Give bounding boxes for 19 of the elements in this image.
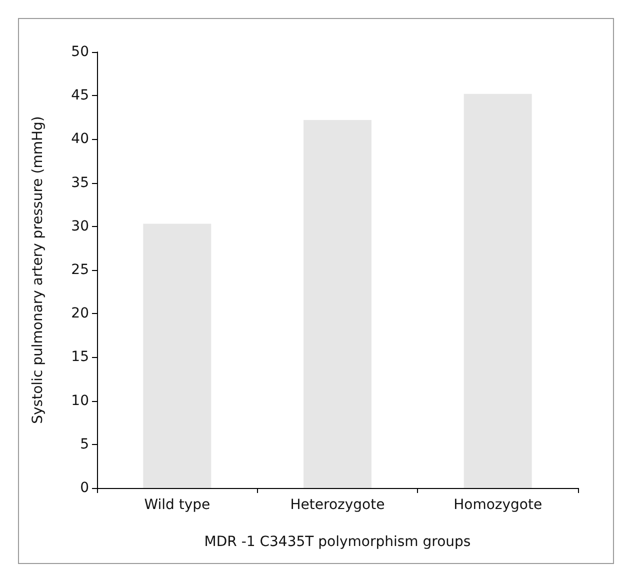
y-tick-label: 5 [80,436,89,452]
y-axis-title: Systolic pulmonary artery pressure (mmHg) [30,116,46,424]
bar [464,94,532,488]
y-tick-label: 40 [71,131,89,148]
y-tick-label: 30 [71,218,89,234]
y-tick-label: 25 [71,262,89,278]
x-tick-label: Homozygote [454,497,542,513]
y-tick-label: 20 [71,306,89,322]
x-tick-label: Wild type [144,497,210,513]
y-tick-label: 15 [71,349,89,366]
x-axis-title: MDR -1 C3435T polymorphism groups [204,534,471,550]
y-tick-label: 35 [71,174,89,191]
y-tick-label: 45 [71,88,89,104]
y-tick-label: 10 [71,392,89,409]
bar [304,120,372,488]
x-tick-label: Heterozygote [290,497,385,513]
y-tick-label: 0 [80,480,89,496]
bar [143,224,212,488]
y-tick-label: 50 [71,44,89,60]
